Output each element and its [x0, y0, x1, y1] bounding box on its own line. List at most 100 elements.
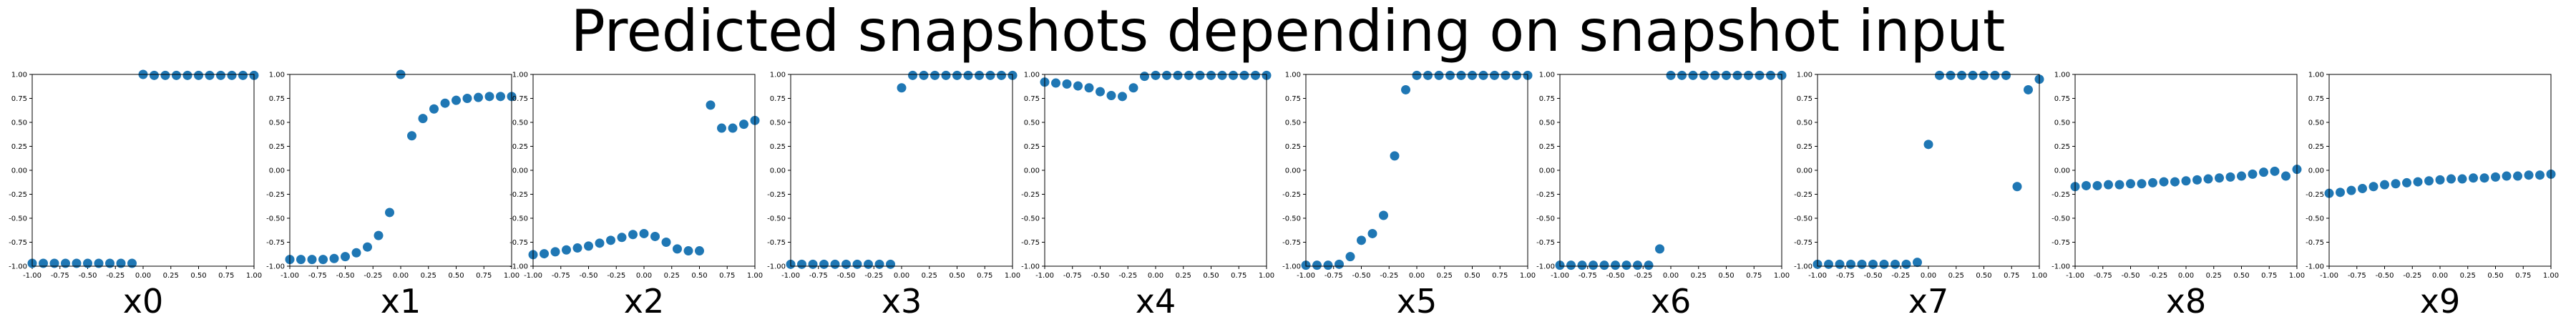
y-tick-label: 0.25 [1024, 143, 1040, 151]
data-point [1084, 83, 1094, 93]
data-point [2259, 167, 2268, 177]
x-tick-label: 0.00 [2178, 272, 2194, 280]
y-tick-label: -0.25 [266, 191, 285, 199]
x-tick-label: -1.00 [1035, 272, 1054, 280]
data-point [606, 235, 615, 245]
data-point [1879, 259, 1889, 269]
x-tick-label: 0.25 [421, 272, 436, 280]
data-point [1490, 70, 1499, 80]
y-tick-label: 0.00 [1024, 167, 1040, 175]
data-point [1445, 70, 1455, 80]
data-point [1666, 70, 1676, 80]
data-point [385, 208, 394, 218]
data-point [1251, 70, 1260, 80]
data-point [1599, 260, 1609, 270]
x-axis-label: x3 [882, 282, 922, 321]
data-point [985, 70, 995, 80]
data-point [2215, 173, 2224, 183]
data-point [1655, 244, 1664, 254]
axes-frame [289, 74, 512, 267]
x-tick-label: 0.75 [1746, 272, 1762, 280]
data-point [452, 95, 461, 105]
data-point [1577, 260, 1587, 270]
data-point [351, 248, 361, 258]
y-tick-label: 0.25 [1285, 143, 1301, 151]
data-point [205, 70, 215, 80]
data-point [683, 246, 693, 256]
data-point [1173, 70, 1183, 80]
x-tick-label: -0.25 [864, 272, 883, 280]
y-tick-label: 0.50 [1797, 119, 1813, 127]
x-tick-label: 0.00 [1921, 272, 1936, 280]
data-point [1390, 151, 1400, 161]
y-tick-label: -0.50 [509, 215, 528, 223]
data-point [2479, 173, 2489, 183]
data-point [661, 238, 671, 247]
data-point [1677, 70, 1687, 80]
data-point [908, 70, 917, 80]
x-axis-label: x9 [2420, 282, 2461, 321]
axes-frame [2328, 74, 2552, 267]
subplot-x3: -1.00 -0.75 -0.50 -0.25 0.00 0.25 0.50 0.75 1.00… [767, 70, 1020, 321]
x-tick-label: 0.75 [476, 272, 492, 280]
data-point [919, 70, 929, 80]
data-point [1633, 260, 1642, 270]
y-tick-label: -1.00 [1282, 263, 1301, 271]
x-tick-label: 0.25 [2460, 272, 2476, 280]
y-tick-label: -1.00 [1794, 263, 1813, 271]
y-tick-label: 0.75 [11, 95, 27, 103]
x-tick-label: -0.25 [364, 272, 382, 280]
data-point [2469, 173, 2478, 183]
data-point [2446, 174, 2456, 184]
data-point [739, 119, 748, 130]
data-point [1229, 70, 1238, 80]
data-point [1846, 259, 1855, 269]
x-tick-label: -0.50 [1091, 272, 1110, 280]
y-tick-label: -0.25 [2051, 191, 2070, 199]
data-point [1868, 259, 1878, 269]
y-tick-label: 0.75 [770, 95, 786, 103]
x-tick-label: 1.00 [1520, 272, 1536, 280]
data-point [1206, 70, 1216, 80]
x-tick-label: 1.00 [2031, 272, 2047, 280]
y-tick-label: -1.00 [266, 263, 285, 271]
y-tick-label: 1.00 [770, 72, 786, 79]
data-point [1722, 70, 1731, 80]
data-point [617, 233, 627, 243]
y-tick-label: -1.00 [9, 263, 27, 271]
x-tick-label: 0.00 [636, 272, 652, 280]
data-point [2137, 179, 2147, 189]
data-point [1744, 70, 1753, 80]
data-point [1935, 70, 1944, 80]
data-point [1062, 79, 1072, 89]
y-tick-label: 0.75 [2308, 95, 2324, 103]
x-axis-label: x5 [1397, 282, 1438, 321]
data-point [1710, 70, 1720, 80]
data-point [1913, 258, 1922, 268]
data-point [886, 259, 895, 269]
y-tick-label: 0.50 [1024, 119, 1040, 127]
y-tick-label: -0.25 [1794, 191, 1813, 199]
data-point [462, 94, 472, 103]
y-tick-label: 0.25 [1539, 143, 1555, 151]
x-tick-label: -0.25 [2403, 272, 2421, 280]
data-point [695, 246, 704, 256]
data-point [595, 238, 605, 248]
x-tick-label: -1.00 [2320, 272, 2338, 280]
x-tick-label: 1.00 [1259, 272, 1274, 280]
data-point [1128, 83, 1138, 93]
y-tick-label: -0.25 [767, 191, 786, 199]
y-tick-label: 0.00 [1285, 167, 1301, 175]
data-point [1357, 235, 1366, 245]
y-tick-label: -0.75 [1021, 239, 1040, 247]
x-tick-label: -0.75 [2348, 272, 2366, 280]
data-point [2513, 171, 2522, 181]
data-point [307, 255, 317, 265]
data-point [39, 258, 48, 268]
axes-frame [1044, 74, 1267, 267]
data-point [2192, 175, 2202, 185]
y-tick-label: -1.00 [509, 263, 528, 271]
y-tick-label: 0.50 [2308, 119, 2324, 127]
data-point [852, 259, 862, 269]
